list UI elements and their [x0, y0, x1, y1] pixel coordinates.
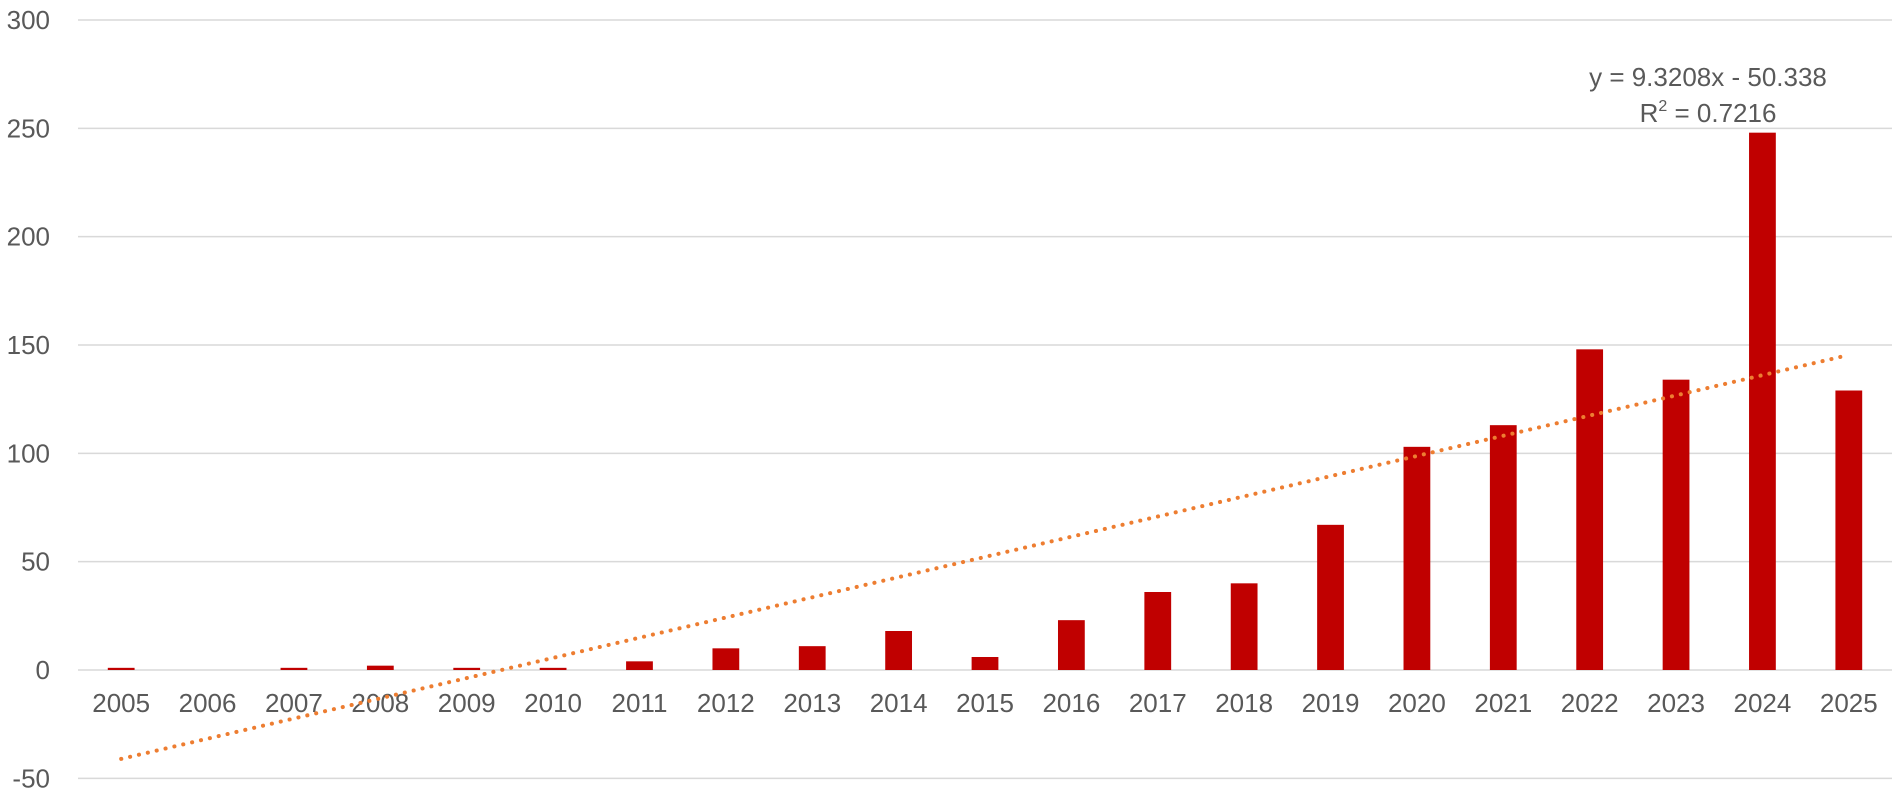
x-tick-label: 2019	[1302, 688, 1360, 718]
bar	[1144, 592, 1172, 670]
bar	[712, 648, 740, 670]
bar	[1230, 583, 1258, 670]
bar	[539, 667, 567, 670]
r-squared-superscript: 2	[1658, 98, 1667, 115]
x-tick-label: 2020	[1388, 688, 1446, 718]
y-tick-label: 0	[36, 655, 50, 685]
bar	[1576, 349, 1604, 670]
x-tick-label: 2018	[1215, 688, 1273, 718]
x-tick-label: 2021	[1474, 688, 1532, 718]
x-tick-label: 2014	[870, 688, 928, 718]
bars	[107, 132, 1863, 670]
bar	[1749, 132, 1776, 670]
x-axis-ticks: 2005 2006 2007 2008 2009 2010 2011 2012 2013 2014…	[92, 688, 1877, 718]
x-tick-label: 2023	[1647, 688, 1705, 718]
x-tick-label: 2016	[1042, 688, 1100, 718]
x-tick-label: 2012	[697, 688, 755, 718]
x-tick-label: 2025	[1820, 688, 1878, 718]
x-tick-label: 2024	[1734, 688, 1792, 718]
bar	[1057, 620, 1085, 670]
bar	[798, 646, 826, 670]
bar	[971, 657, 999, 670]
y-axis-ticks: -50 0 50 100 150 200 250 300	[7, 5, 50, 793]
x-tick-label: 2007	[265, 688, 323, 718]
bar	[366, 665, 394, 670]
y-tick-label: 100	[7, 438, 50, 468]
x-tick-label: 2022	[1561, 688, 1619, 718]
bar	[1489, 425, 1517, 670]
trendline-label: y = 9.3208x - 50.338 R2 = 0.7216	[1589, 62, 1827, 128]
x-tick-label: 2009	[438, 688, 496, 718]
x-tick-label: 2015	[956, 688, 1014, 718]
bar	[107, 667, 135, 670]
x-tick-label: 2017	[1129, 688, 1187, 718]
x-tick-label: 2005	[92, 688, 150, 718]
x-tick-label: 2006	[179, 688, 237, 718]
bar	[885, 631, 913, 670]
bar	[453, 667, 481, 670]
trendline-r-squared: R2 = 0.7216	[1640, 98, 1777, 128]
bar	[1403, 446, 1431, 670]
y-tick-label: 150	[7, 330, 50, 360]
x-tick-label: 2010	[524, 688, 582, 718]
bar	[1835, 390, 1863, 670]
y-tick-label: 50	[21, 547, 50, 577]
bar	[1662, 379, 1690, 670]
y-tick-label: 200	[7, 222, 50, 252]
y-tick-label: -50	[12, 763, 50, 793]
bar	[280, 667, 308, 670]
y-tick-label: 250	[7, 113, 50, 143]
bar	[1317, 524, 1344, 670]
x-tick-label: 2011	[612, 688, 668, 718]
x-tick-label: 2013	[783, 688, 841, 718]
trendline-equation: y = 9.3208x - 50.338	[1589, 62, 1827, 92]
y-tick-label: 300	[7, 5, 50, 35]
bar	[626, 661, 653, 670]
